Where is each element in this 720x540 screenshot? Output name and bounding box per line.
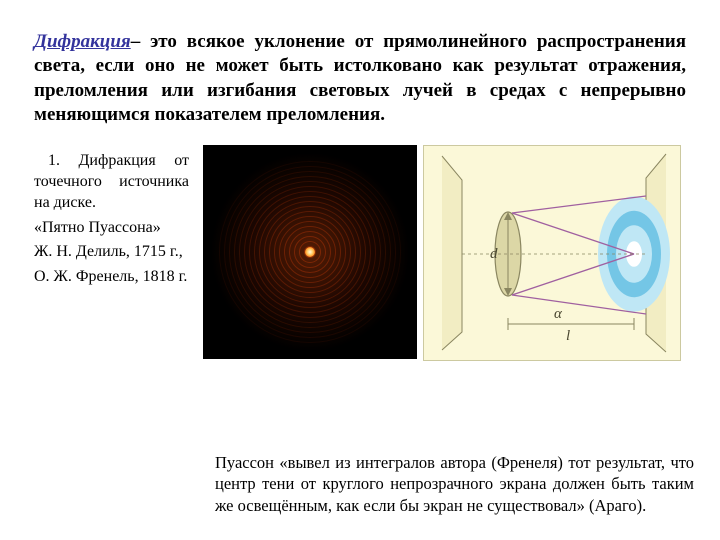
bottom-caption: Пуассон «вывел из интегралов автора (Фре…	[215, 452, 694, 516]
label-alpha: α	[554, 306, 563, 322]
term-diffraction: Дифракция	[34, 31, 131, 52]
sidenote-delisle: Ж. Н. Делиль, 1715 г.,	[34, 242, 189, 263]
definition-paragraph: Дифракция– это всякое уклонение от прямо…	[34, 30, 686, 127]
images-column: d l α	[203, 145, 686, 361]
label-l: l	[566, 328, 570, 344]
label-d: d	[490, 246, 498, 262]
definition-dash: –	[131, 31, 141, 52]
diffraction-diagram: d l α	[423, 145, 681, 361]
content-row: 1. Дифракция от точечного источника на д…	[34, 145, 686, 361]
poisson-spot-core	[305, 247, 315, 257]
diffraction-photo	[203, 145, 417, 359]
side-note-column: 1. Дифракция от точечного источника на д…	[34, 145, 203, 361]
sidenote-fresnel: О. Ж. Френель, 1818 г.	[34, 267, 189, 288]
diagram-svg: d l α	[424, 146, 680, 360]
sidenote-item-1: 1. Дифракция от точечного источника на д…	[34, 151, 189, 213]
side-note: 1. Дифракция от точечного источника на д…	[34, 151, 189, 288]
sidenote-poisson-spot: «Пятно Пуассона»	[34, 218, 189, 239]
screen-left	[442, 156, 462, 350]
